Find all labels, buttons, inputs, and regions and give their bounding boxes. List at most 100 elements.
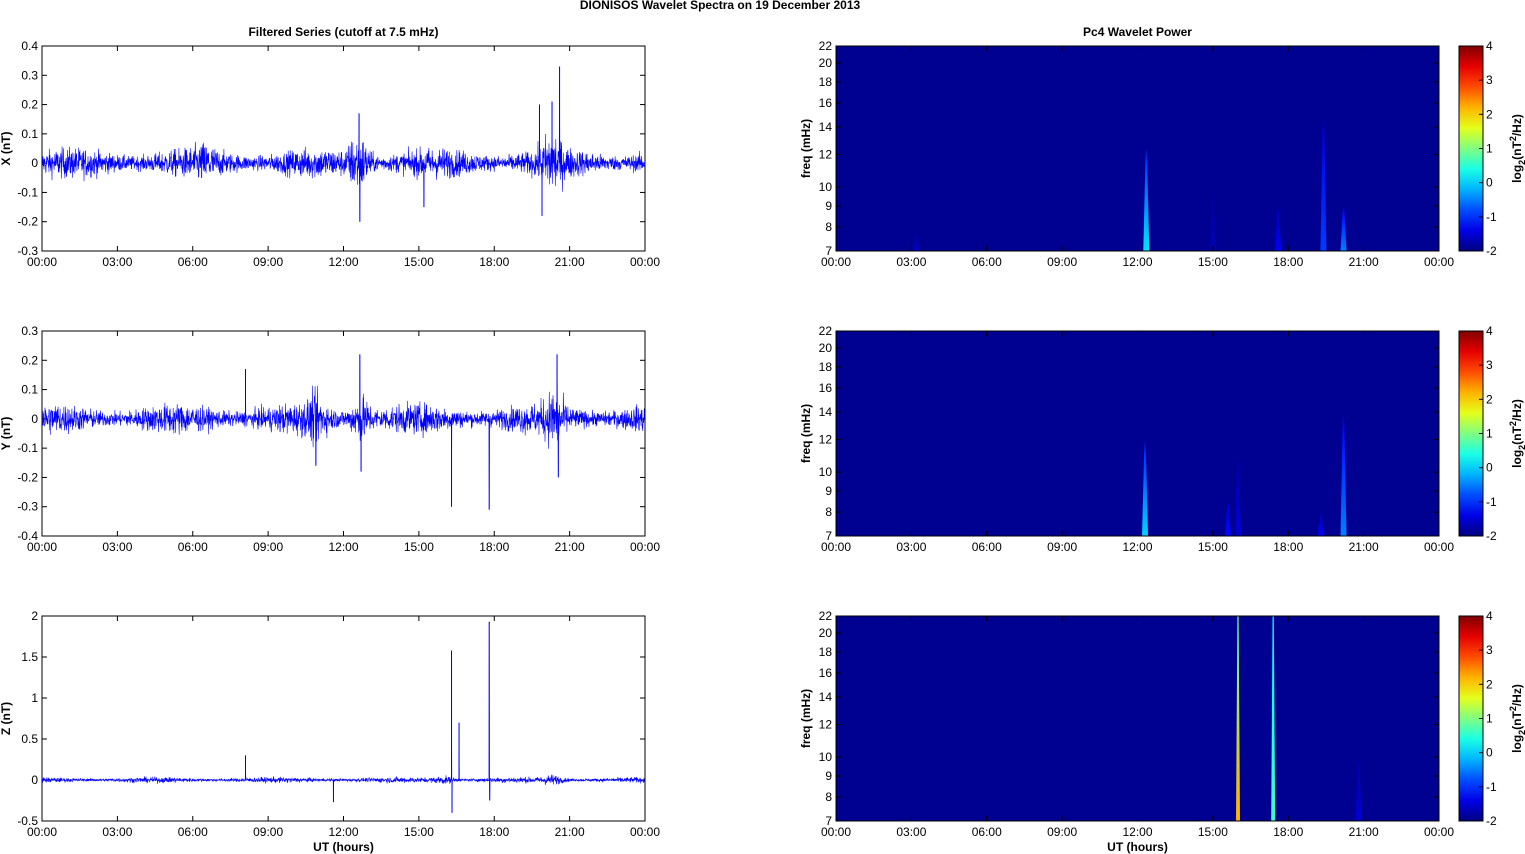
colorbar-tick-label: 2	[1486, 107, 1493, 121]
colorbar: -2 -1 0 1 2 3 4 log2(nT2/Hz)	[1458, 609, 1525, 828]
y-axis-label: Z (nT)	[0, 702, 13, 735]
wavelet-power-feature	[1271, 616, 1276, 821]
x-tick-label: 00:00	[1424, 540, 1454, 554]
wavelet-power-feature	[1235, 455, 1241, 536]
y-tick-label: 14	[819, 690, 833, 704]
colorbar-tick-label: 1	[1486, 427, 1493, 441]
x-tick-label: 00:00	[27, 825, 57, 839]
y-tick-label: 16	[819, 96, 833, 110]
wavelet-power-feature	[1317, 512, 1324, 536]
wavelet-power-feature	[1143, 147, 1150, 251]
y-tick-label: 9	[825, 484, 832, 498]
y-axis-label: freq (mHz)	[799, 119, 813, 178]
y-tick-label: -0.1	[17, 441, 38, 455]
series-1-axes: 00:00 03:00 06:00 09:00 12:00 15:00 18:00 21:00…	[0, 324, 660, 554]
y-tick-label: 20	[819, 341, 833, 355]
x-tick-label: 03:00	[896, 825, 926, 839]
colorbar: -2 -1 0 1 2 3 4 log2(nT2/Hz)	[1458, 39, 1525, 258]
y-tick-label: -0.3	[17, 500, 38, 514]
y-tick-label: 20	[819, 626, 833, 640]
x-tick-label: 15:00	[404, 825, 434, 839]
x-axis-label: UT (hours)	[1107, 840, 1168, 854]
x-tick-label: 03:00	[102, 540, 132, 554]
x-tick-label: 18:00	[479, 540, 509, 554]
series-2-axes: 00:00 03:00 06:00 09:00 12:00 15:00 18:00 21:00…	[0, 609, 660, 854]
x-tick-label: 00:00	[821, 825, 851, 839]
x-tick-label: 12:00	[328, 540, 358, 554]
y-tick-label: 0	[31, 773, 38, 787]
y-tick-label: 20	[819, 56, 833, 70]
x-tick-label: 00:00	[1424, 825, 1454, 839]
colorbar-tick-label: 4	[1486, 324, 1493, 338]
y-tick-label: 1	[31, 691, 38, 705]
wavelet-power-feature	[1142, 439, 1149, 536]
y-tick-label: 12	[819, 718, 833, 732]
wavelet-power-feature	[1340, 411, 1347, 536]
colorbar-tick-label: 2	[1486, 392, 1493, 406]
x-tick-label: 06:00	[178, 255, 208, 269]
y-axis-label: X (nT)	[0, 132, 13, 166]
colorbar-tick-label: -1	[1486, 210, 1497, 224]
series-line	[41, 354, 645, 510]
colorbar-tick-label: 0	[1486, 176, 1493, 190]
x-tick-label: 12:00	[1122, 825, 1152, 839]
plot-frame	[41, 330, 646, 537]
x-tick-label: 00:00	[27, 255, 57, 269]
x-tick-label: 06:00	[972, 540, 1002, 554]
colorbar-tick-label: 1	[1486, 142, 1493, 156]
x-axis-label: UT (hours)	[313, 840, 374, 854]
x-tick-label: 21:00	[1349, 825, 1379, 839]
y-tick-label: -0.2	[17, 215, 38, 229]
x-tick-label: 21:00	[555, 255, 585, 269]
x-tick-label: 21:00	[1349, 255, 1379, 269]
x-tick-label: 12:00	[328, 825, 358, 839]
colorbar-label: log2(nT2/Hz)	[1508, 399, 1525, 468]
x-tick-label: 15:00	[404, 255, 434, 269]
y-tick-label: -0.3	[17, 244, 38, 258]
y-tick-label: 0	[31, 156, 38, 170]
x-tick-label: 09:00	[253, 255, 283, 269]
y-axis-label: Y (nT)	[0, 417, 13, 451]
series-0-axes: 00:00 03:00 06:00 09:00 12:00 15:00 18:00 21:00…	[0, 25, 660, 269]
colorbar-tick-label: 0	[1486, 461, 1493, 475]
wavelet-power-feature	[913, 233, 920, 251]
colorbar: -2 -1 0 1 2 3 4 log2(nT2/Hz)	[1458, 324, 1525, 543]
y-tick-label: 0	[31, 412, 38, 426]
panel-title: Filtered Series (cutoff at 7.5 mHz)	[248, 25, 438, 39]
y-tick-label: 7	[825, 529, 832, 543]
spectrogram-background	[836, 331, 1439, 536]
wavelet-power-feature	[1320, 114, 1327, 251]
y-axis-label: freq (mHz)	[799, 404, 813, 463]
x-tick-label: 09:00	[253, 825, 283, 839]
y-tick-label: 9	[825, 199, 832, 213]
y-tick-label: 0.5	[21, 732, 38, 746]
colorbar-tick-label: 3	[1486, 643, 1493, 657]
spectrogram-1-axes: 00:00 03:00 06:00 09:00 12:00 15:00 18:00 21:00…	[799, 324, 1454, 554]
x-tick-label: 12:00	[328, 255, 358, 269]
x-tick-label: 00:00	[1424, 255, 1454, 269]
colorbar-tick-label: -1	[1486, 495, 1497, 509]
x-tick-label: 06:00	[972, 825, 1002, 839]
colorbar-tick-label: -2	[1486, 814, 1497, 828]
series-line	[41, 66, 645, 222]
x-tick-label: 03:00	[896, 255, 926, 269]
plot-frame	[41, 615, 646, 822]
x-tick-label: 15:00	[1198, 255, 1228, 269]
wavelet-power-feature	[1340, 206, 1347, 251]
y-tick-label: 7	[825, 244, 832, 258]
y-tick-label: 10	[819, 180, 833, 194]
y-tick-label: 8	[825, 505, 832, 519]
y-tick-label: 8	[825, 790, 832, 804]
y-tick-label: 2	[31, 609, 38, 623]
series-line	[41, 621, 645, 813]
wavelet-power-feature	[1209, 187, 1216, 251]
x-tick-label: 21:00	[555, 540, 585, 554]
x-tick-label: 21:00	[555, 825, 585, 839]
x-tick-label: 09:00	[1047, 255, 1077, 269]
spectrogram-2-axes: 00:00 03:00 06:00 09:00 12:00 15:00 18:00 21:00…	[799, 609, 1454, 854]
y-tick-label: 10	[819, 750, 833, 764]
x-tick-label: 09:00	[1047, 540, 1077, 554]
y-tick-label: 10	[819, 465, 833, 479]
